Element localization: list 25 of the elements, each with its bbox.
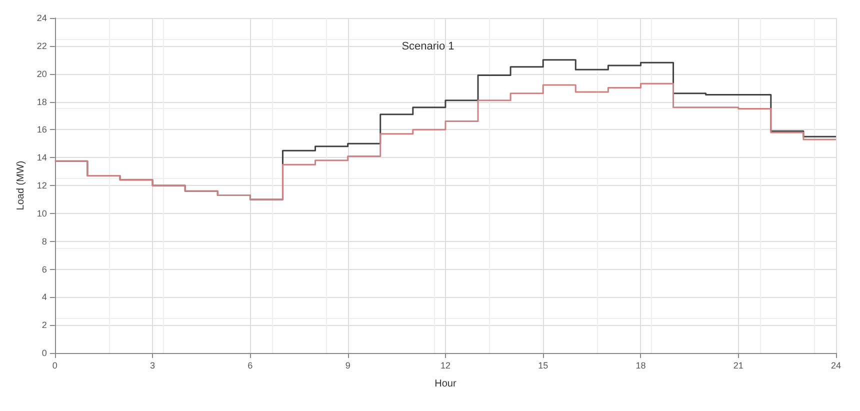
y-tick-label: 4 [42, 292, 47, 302]
y-tick-label: 22 [36, 40, 47, 51]
y-tick-label: 10 [36, 208, 47, 218]
x-tick-label: 15 [538, 360, 548, 370]
x-tick-label: 0 [52, 360, 58, 370]
x-tick-label: 3 [150, 360, 156, 370]
x-tick-label: 9 [345, 360, 350, 370]
text: Scenario 1 [402, 40, 454, 52]
y-tick-label: 2 [42, 320, 47, 330]
x-tick-label: 18 [636, 360, 646, 370]
y-tick-label: 8 [42, 236, 47, 246]
y-axis-title: Load (MW) [16, 160, 26, 210]
x-tick-label: 24 [830, 360, 842, 370]
y-tick-label: 24 [36, 13, 47, 23]
x-axis-title: Hour [434, 378, 457, 390]
y-tick-label: 18 [36, 96, 47, 107]
y-tick-label: 14 [36, 152, 47, 163]
y-tick-label: 16 [36, 124, 47, 135]
x-tick-label: 6 [248, 360, 253, 370]
x-tick-label: 21 [733, 360, 744, 370]
y-tick-label: 6 [42, 264, 47, 274]
y-tick-label: 20 [36, 68, 47, 79]
x-tick-label: 12 [440, 360, 450, 370]
y-tick-label: 0 [42, 348, 47, 358]
y-tick-label: 12 [36, 180, 47, 190]
